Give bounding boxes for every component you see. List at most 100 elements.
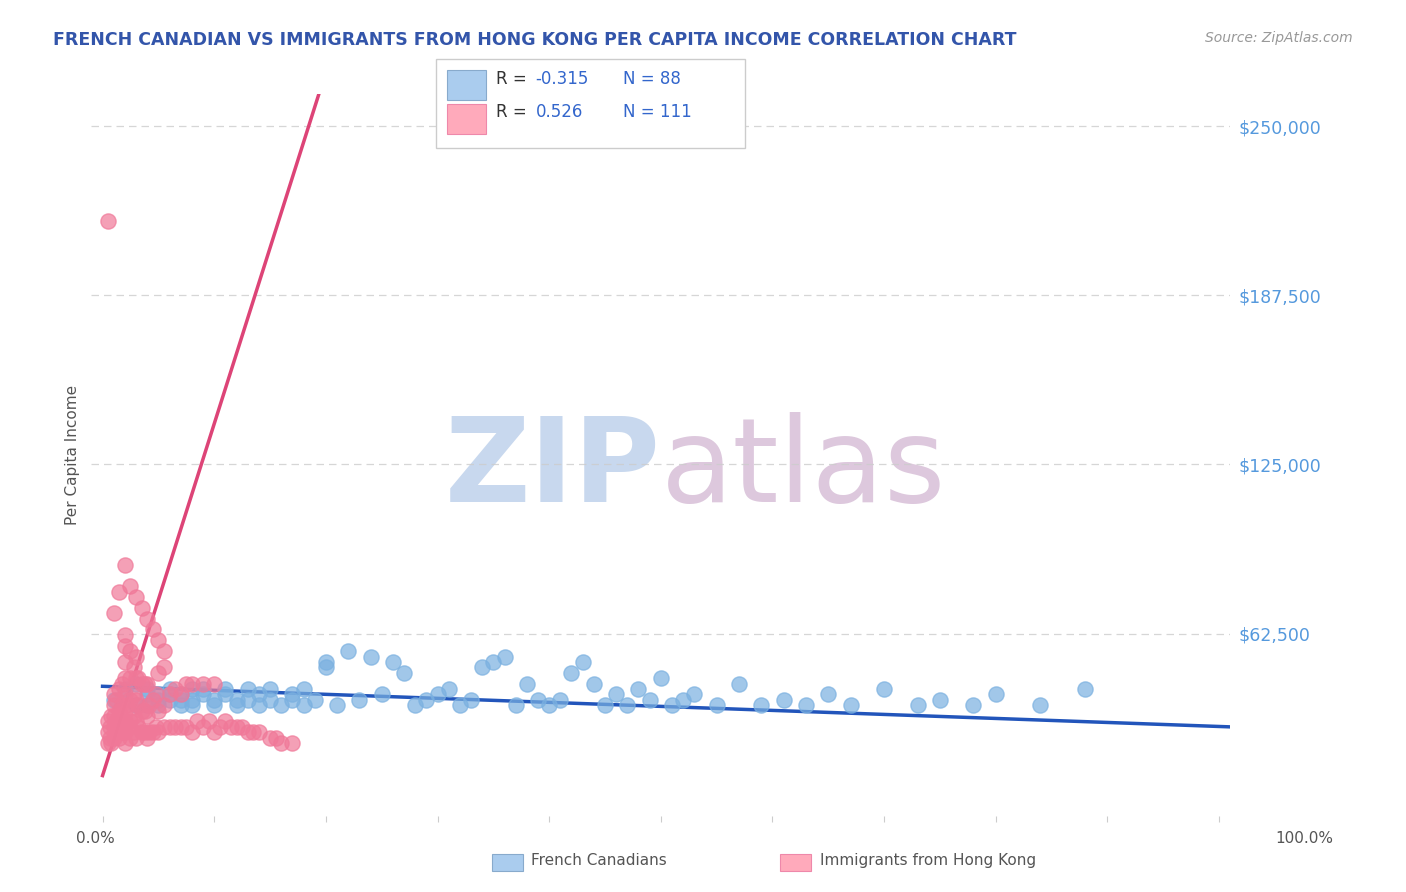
Point — [437, 681, 460, 696]
Text: -0.315: -0.315 — [536, 70, 589, 87]
Text: 0.0%: 0.0% — [76, 831, 115, 846]
Point — [165, 720, 187, 734]
Point — [148, 687, 170, 701]
Point — [142, 693, 165, 707]
Point — [120, 693, 142, 707]
Point — [114, 681, 136, 696]
Point — [108, 720, 131, 734]
Point — [839, 698, 862, 713]
Point — [170, 720, 193, 734]
Point — [165, 681, 187, 696]
Point — [225, 698, 247, 713]
Point — [650, 671, 672, 685]
Point — [281, 736, 304, 750]
Point — [270, 736, 292, 750]
Point — [236, 681, 259, 696]
Point — [136, 681, 159, 696]
Point — [292, 698, 315, 713]
Point — [360, 649, 382, 664]
Point — [214, 687, 236, 701]
Point — [153, 698, 176, 713]
Point — [142, 725, 165, 739]
Point — [538, 698, 561, 713]
Point — [110, 676, 132, 690]
Point — [136, 731, 159, 745]
Point — [214, 714, 236, 729]
Point — [404, 698, 426, 713]
Point — [104, 714, 127, 729]
Point — [174, 676, 197, 690]
Point — [247, 698, 270, 713]
Text: 100.0%: 100.0% — [1275, 831, 1334, 846]
Point — [315, 660, 337, 674]
Point — [145, 720, 167, 734]
Point — [907, 698, 929, 713]
Point — [148, 698, 170, 713]
Point — [97, 714, 120, 729]
Point — [97, 725, 120, 739]
Point — [197, 714, 219, 729]
Point — [127, 698, 149, 713]
Point — [110, 698, 132, 713]
Point — [114, 639, 136, 653]
Point — [627, 681, 650, 696]
Text: atlas: atlas — [661, 412, 946, 527]
Point — [148, 633, 170, 648]
Point — [270, 698, 292, 713]
Point — [170, 687, 193, 701]
Point — [794, 698, 817, 713]
Point — [103, 720, 125, 734]
Point — [131, 725, 153, 739]
Point — [191, 720, 214, 734]
Point — [706, 698, 728, 713]
Point — [984, 687, 1007, 701]
Point — [114, 628, 136, 642]
Point — [180, 693, 202, 707]
Point — [326, 698, 349, 713]
Point — [180, 681, 202, 696]
Point — [929, 693, 952, 707]
Point — [125, 693, 148, 707]
Point — [259, 693, 281, 707]
Point — [264, 731, 287, 745]
Point — [370, 687, 392, 701]
Point — [292, 681, 315, 696]
Point — [605, 687, 627, 701]
Text: ZIP: ZIP — [444, 412, 661, 527]
Point — [104, 693, 127, 707]
Point — [471, 660, 494, 674]
Point — [100, 709, 122, 723]
Point — [482, 655, 505, 669]
Point — [683, 687, 706, 701]
Point — [191, 681, 214, 696]
Point — [191, 687, 214, 701]
Point — [148, 665, 170, 680]
Point — [114, 671, 136, 685]
Point — [202, 676, 225, 690]
Point — [1074, 681, 1097, 696]
Point — [114, 725, 136, 739]
Text: R =: R = — [496, 70, 533, 87]
Point — [138, 725, 160, 739]
Text: FRENCH CANADIAN VS IMMIGRANTS FROM HONG KONG PER CAPITA INCOME CORRELATION CHART: FRENCH CANADIAN VS IMMIGRANTS FROM HONG … — [53, 31, 1017, 49]
Point — [120, 731, 142, 745]
Point — [170, 698, 193, 713]
Point — [103, 709, 125, 723]
Point — [159, 693, 181, 707]
Point — [593, 698, 616, 713]
Point — [494, 649, 516, 664]
Point — [180, 725, 202, 739]
Point — [148, 725, 170, 739]
Point — [214, 681, 236, 696]
Point — [202, 725, 225, 739]
Point — [120, 714, 142, 729]
Point — [122, 725, 145, 739]
Point — [136, 709, 159, 723]
Point — [125, 731, 148, 745]
Point — [125, 649, 148, 664]
Point — [202, 698, 225, 713]
Point — [728, 676, 751, 690]
Point — [120, 644, 142, 658]
Point — [225, 693, 247, 707]
Text: 0.526: 0.526 — [536, 103, 583, 121]
